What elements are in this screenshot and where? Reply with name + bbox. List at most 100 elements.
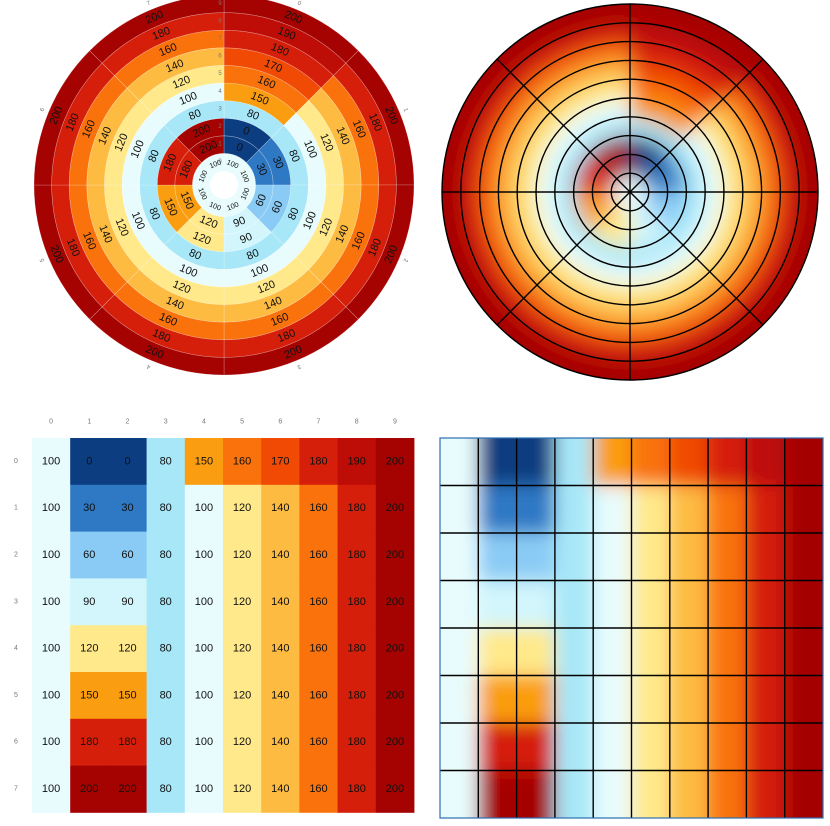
grid-smooth-cell (516, 770, 556, 818)
polar-cell (51, 62, 115, 186)
grid-cell-label: 200 (386, 783, 404, 795)
grid-cell (146, 718, 186, 766)
polar-cell (223, 219, 272, 253)
grid-smooth-cell (708, 770, 747, 818)
polar-smooth-cell (575, 115, 631, 154)
grid-cell-label: 80 (160, 643, 172, 655)
polar-cell (176, 117, 225, 151)
polar-smooth-cell (572, 151, 605, 193)
grid-cell (32, 578, 71, 626)
polar-cell (101, 294, 225, 358)
grid-cell-label: 100 (42, 596, 60, 608)
grid-cell-label: 60 (83, 549, 95, 561)
grid-cell-label: 180 (348, 549, 366, 561)
polar-smooth-cell (562, 244, 631, 287)
radial-tick-label: 1 (218, 142, 222, 148)
polar-cell-label: 30 (253, 162, 269, 178)
grid-cell-label: 140 (271, 596, 289, 608)
grid-cell (70, 765, 109, 813)
grid-border (439, 437, 824, 819)
grid-smooth-cell (708, 818, 747, 826)
polar-cell (33, 50, 103, 186)
grid-cell (108, 578, 147, 626)
grid-smooth-cell (784, 533, 823, 581)
grid-smooth-cell (554, 770, 594, 818)
grid-cell (184, 765, 224, 813)
grid-smooth-cell (746, 675, 786, 724)
grid-cell-label: 150 (118, 689, 136, 701)
grid-cell-label: 100 (195, 502, 213, 514)
grid-smooth-cell (440, 675, 441, 724)
grid-smooth-cell (554, 628, 594, 676)
grid-cell (261, 438, 300, 486)
polar-smooth-cell (708, 97, 763, 194)
grid-cell-label: 180 (118, 736, 136, 748)
grid-smooth-cell (440, 533, 479, 581)
polar-cell-label: 80 (146, 206, 162, 222)
grid-cell-label: 100 (195, 689, 213, 701)
col-tick-label: 4 (202, 419, 206, 426)
grid-smooth-cell (823, 628, 830, 676)
radial-tick-label: 3 (218, 106, 222, 112)
polar-grid-spoke (496, 58, 631, 193)
polar-cell-label: 90 (238, 231, 254, 247)
grid-smooth-cell (669, 675, 709, 724)
polar-smooth-cell (668, 191, 707, 247)
polar-cell-label: 90 (232, 214, 248, 230)
col-tick-label: 1 (87, 419, 91, 426)
polar-smooth-cell (629, 244, 698, 287)
grid-cell (375, 484, 415, 532)
grid-smooth-cell (516, 533, 556, 581)
polar-smooth-cell (478, 190, 539, 300)
grid-cell (70, 625, 109, 673)
grid-cell-label: 100 (42, 643, 60, 655)
grid-cell-label: 190 (348, 455, 366, 467)
grid-smooth-cell (593, 675, 632, 724)
grid-cell (32, 718, 71, 766)
grid-cell-label: 200 (386, 455, 404, 467)
grid-smooth-cell (555, 818, 594, 826)
grid-cell (223, 718, 262, 766)
grid-cell-label: 120 (118, 643, 136, 655)
grid-smooth-cell (823, 486, 830, 534)
grid-smooth-cell (784, 485, 823, 534)
grid-cell-label: 100 (42, 689, 60, 701)
grid-cell-label: 120 (233, 549, 251, 561)
polar-cell-label: 30 (270, 155, 286, 171)
grid-cell-label: 160 (309, 596, 327, 608)
grid-smooth-cell (516, 675, 556, 724)
polar-smooth-cell (522, 283, 632, 344)
grid-cell-label: 100 (195, 643, 213, 655)
grid-cell-label: 180 (348, 736, 366, 748)
grid-cell (70, 484, 109, 532)
grid-cell (108, 625, 147, 673)
polar-smooth-cell (516, 191, 565, 274)
grid-cell (70, 578, 109, 626)
grid-cell-label: 100 (195, 736, 213, 748)
grid-cell (299, 438, 338, 486)
polar-cell (101, 12, 225, 76)
polar-grid-spoke (629, 191, 764, 326)
grid-cell (32, 484, 71, 532)
grid-smooth-cell (823, 723, 830, 771)
grid-cell (375, 531, 415, 579)
grid-smooth-cell (516, 438, 556, 486)
grid-smooth-cell (478, 580, 518, 629)
grid-cell (337, 531, 377, 579)
grid-smooth-cell (746, 438, 786, 439)
grid-cell (261, 531, 300, 579)
grid-cell-label: 30 (83, 502, 95, 514)
polar-smooth-cell (553, 191, 592, 247)
grid-smooth-cell (746, 818, 785, 826)
grid-cell (375, 672, 415, 720)
polar-smooth-cell (548, 78, 631, 127)
grid-cell (70, 672, 109, 720)
grid-cell (146, 531, 186, 579)
grid-cell (108, 672, 147, 720)
grid-smooth-cell (440, 818, 479, 826)
grid-cell-label: 180 (348, 596, 366, 608)
grid-smooth-cell (746, 628, 786, 676)
polar-cell-label: 0 (234, 141, 244, 154)
grid-cell-label: 160 (309, 783, 327, 795)
grid-cell-label: 180 (348, 643, 366, 655)
